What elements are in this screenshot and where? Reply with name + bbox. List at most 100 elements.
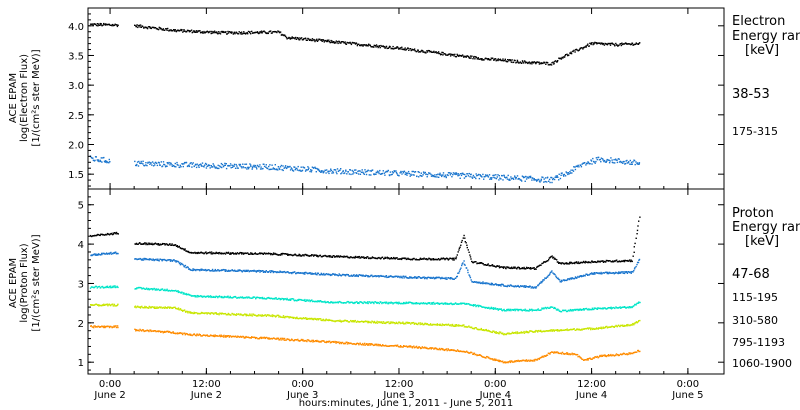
data-point (535, 179, 537, 181)
data-point (458, 249, 460, 251)
data-point (140, 243, 142, 245)
data-point (259, 31, 261, 33)
data-point (464, 173, 466, 176)
data-point (279, 166, 282, 168)
data-point (183, 30, 185, 32)
data-point (544, 180, 546, 183)
data-point (563, 173, 566, 176)
data-point (91, 157, 93, 159)
data-point (170, 30, 173, 32)
data-point (189, 333, 191, 335)
data-point (244, 269, 246, 272)
data-point (283, 270, 286, 273)
data-point (474, 261, 476, 263)
data-point (424, 171, 426, 174)
data-point (352, 320, 354, 322)
data-point (533, 287, 535, 289)
data-point (586, 44, 588, 47)
data-point (275, 297, 277, 299)
data-point (372, 257, 374, 259)
data-point (457, 251, 459, 253)
data-point (636, 261, 639, 264)
data-point (345, 274, 347, 276)
data-point (222, 336, 225, 338)
data-point (436, 176, 438, 178)
data-point (513, 266, 515, 268)
data-point (353, 320, 355, 322)
data-point (463, 234, 465, 237)
data-point (134, 24, 136, 26)
data-point (547, 306, 549, 309)
data-point (582, 260, 585, 263)
data-point (257, 337, 260, 340)
data-point (230, 167, 232, 169)
data-point (558, 262, 560, 264)
data-point (288, 272, 291, 274)
data-point (405, 275, 407, 278)
data-point (197, 295, 200, 298)
data-point (208, 296, 210, 298)
data-point (315, 39, 317, 41)
data-point (388, 301, 390, 304)
data-point (460, 350, 462, 352)
data-point (235, 335, 237, 338)
data-point (268, 337, 270, 339)
data-point (183, 309, 186, 311)
data-point (225, 163, 227, 165)
data-point (153, 162, 155, 164)
data-point (222, 313, 224, 315)
data-point (637, 43, 640, 45)
data-point (631, 42, 634, 45)
data-point (177, 246, 179, 248)
data-point (463, 260, 465, 262)
data-point (239, 336, 241, 338)
data-point (327, 40, 329, 43)
data-point (229, 163, 232, 165)
data-point (352, 170, 354, 173)
data-point (577, 262, 579, 265)
data-point (309, 254, 311, 257)
data-point (485, 283, 487, 285)
data-point (235, 296, 237, 298)
data-point (225, 269, 227, 271)
data-point (588, 261, 590, 264)
data-point (182, 333, 184, 336)
data-point (242, 163, 244, 165)
data-point (395, 47, 397, 49)
data-point (560, 58, 563, 60)
data-point (159, 289, 161, 291)
data-point (241, 253, 243, 255)
data-point (247, 252, 249, 254)
data-point (373, 275, 375, 277)
data-point (439, 277, 441, 279)
data-point (248, 297, 251, 299)
data-point (450, 324, 452, 326)
data-point (371, 343, 374, 346)
data-point (339, 42, 341, 44)
data-point (471, 177, 474, 179)
data-point (278, 254, 280, 256)
data-point (178, 309, 180, 311)
data-point (511, 177, 513, 180)
data-point (296, 255, 298, 257)
data-point (405, 277, 408, 279)
data-point (245, 270, 248, 272)
data-point (251, 297, 253, 299)
data-point (386, 256, 388, 258)
data-point (194, 312, 196, 314)
data-point (261, 270, 263, 272)
data-point (565, 329, 568, 331)
data-point (224, 270, 226, 272)
data-point (110, 24, 112, 26)
data-point (509, 308, 512, 311)
data-point (595, 328, 597, 330)
data-point (272, 252, 275, 254)
data-point (545, 260, 548, 263)
data-point (624, 162, 627, 165)
data-point (192, 268, 194, 270)
data-point (234, 269, 236, 271)
data-point (384, 256, 386, 259)
data-point (426, 303, 428, 305)
data-point (355, 169, 357, 171)
data-point (160, 244, 162, 246)
